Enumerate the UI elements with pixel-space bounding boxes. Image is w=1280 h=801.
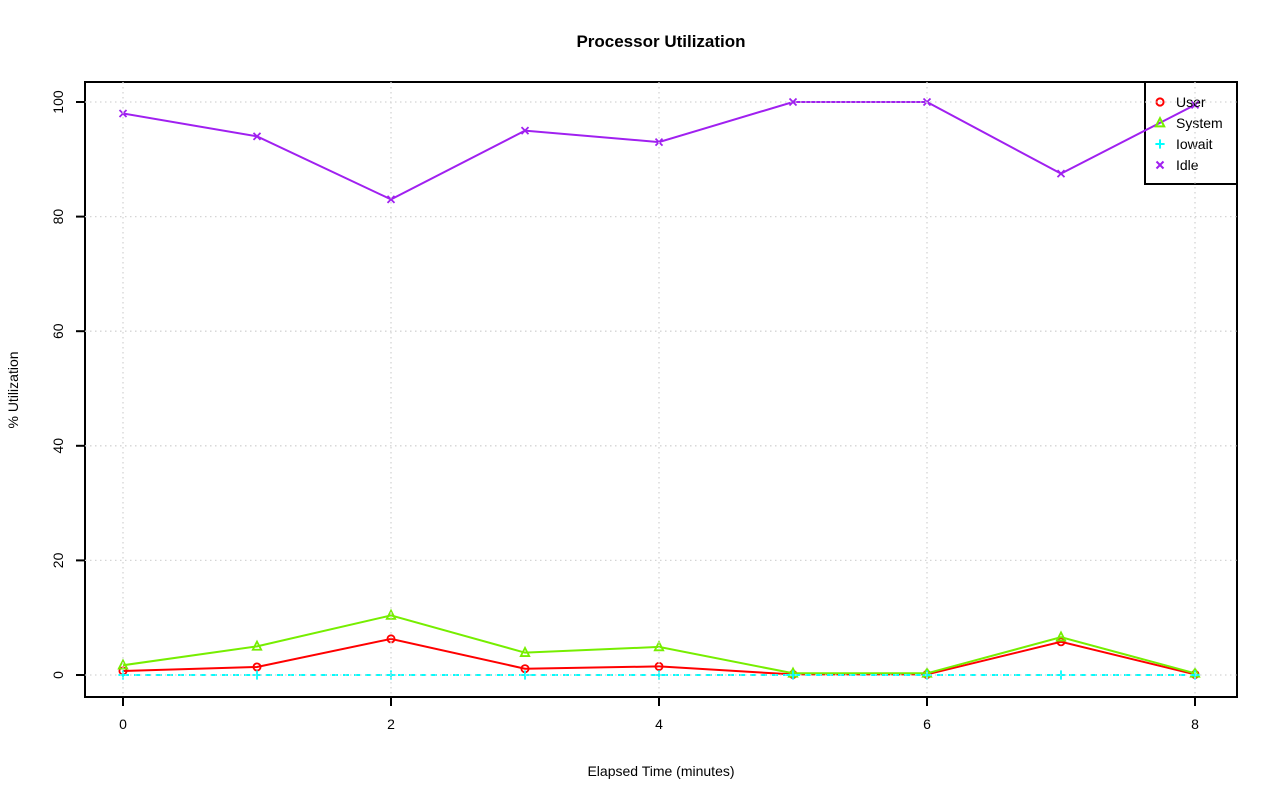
y-tick-label: 0 xyxy=(50,671,66,679)
marker-triangle xyxy=(1055,630,1067,642)
legend-label-system: System xyxy=(1176,115,1223,131)
y-tick-label: 100 xyxy=(50,90,66,114)
x-axis-ticks: 0 2 4 6 8 xyxy=(119,697,1199,732)
marker-triangle xyxy=(519,645,531,657)
series-line xyxy=(122,614,1196,675)
marker-triangle xyxy=(653,640,665,652)
y-tick-label: 80 xyxy=(50,209,66,225)
x-tick-label: 4 xyxy=(655,716,663,732)
legend-label-idle: Idle xyxy=(1176,157,1199,173)
series-system xyxy=(117,608,1201,678)
marker-triangle xyxy=(117,658,129,670)
y-axis-ticks: 0 20 40 60 80 100 xyxy=(50,90,85,679)
marker-triangle xyxy=(251,639,263,651)
marker-triangle xyxy=(385,608,397,620)
legend-label-iowait: Iowait xyxy=(1176,136,1213,152)
y-tick-label: 20 xyxy=(50,552,66,568)
chart-title: Processor Utilization xyxy=(576,32,746,51)
series-line xyxy=(122,637,1196,676)
y-tick-label: 60 xyxy=(50,323,66,339)
x-tick-label: 2 xyxy=(387,716,395,732)
series-line xyxy=(122,101,1196,201)
x-tick-label: 8 xyxy=(1191,716,1199,732)
x-tick-label: 0 xyxy=(119,716,127,732)
x-tick-label: 6 xyxy=(923,716,931,732)
marker-triangle xyxy=(1154,116,1166,128)
x-axis-label: Elapsed Time (minutes) xyxy=(587,763,735,779)
gridlines xyxy=(85,82,1237,697)
plot-border xyxy=(84,81,1238,698)
y-tick-label: 40 xyxy=(50,438,66,454)
